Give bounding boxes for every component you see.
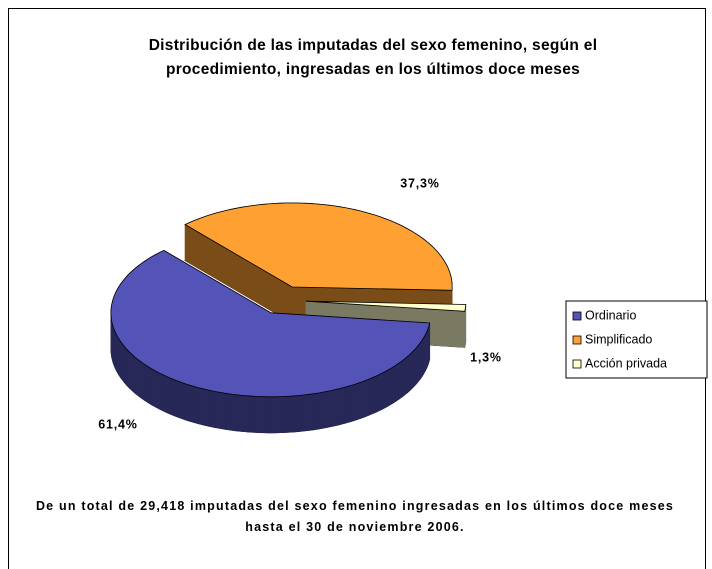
legend-swatch	[573, 312, 581, 320]
slice-side	[363, 380, 367, 418]
slice-side	[313, 393, 318, 430]
legend-swatch	[573, 360, 581, 368]
slice-side	[405, 356, 408, 394]
chart-note: De un total de 29,418 imputadas del sexo…	[30, 496, 680, 538]
slice-side	[129, 352, 132, 391]
slice-side	[372, 376, 376, 414]
slice-side	[127, 349, 129, 388]
slice-side	[302, 395, 307, 432]
slice-side	[163, 375, 167, 413]
slice-side	[384, 370, 388, 408]
slice-side	[297, 395, 302, 432]
slice-side	[180, 382, 185, 420]
slice-side	[344, 386, 349, 423]
slice-side	[220, 392, 225, 429]
slice-side	[319, 392, 324, 429]
slice-side	[167, 377, 171, 415]
slice-side	[200, 388, 205, 425]
slice-side	[329, 390, 334, 427]
data-label: 1,3%	[470, 350, 502, 364]
slice-side	[334, 389, 339, 426]
slice-side	[264, 397, 270, 433]
legend-label: Acción privada	[585, 356, 667, 370]
slice-side	[359, 381, 364, 419]
slice-side	[135, 357, 138, 395]
slice-side	[171, 379, 175, 417]
data-label: 37,3%	[400, 176, 439, 190]
slice-side	[402, 358, 405, 396]
slice-side	[258, 397, 264, 433]
slice-side	[159, 373, 163, 411]
slice-side	[190, 385, 195, 422]
slice-side	[124, 347, 126, 386]
slice-side	[185, 223, 189, 261]
slice-side	[399, 361, 402, 399]
slice-side	[388, 368, 392, 406]
legend-label: Simplificado	[585, 332, 652, 346]
slice-side	[176, 380, 181, 418]
slice-side	[339, 387, 344, 424]
slice-side	[291, 396, 297, 432]
slice-side	[275, 397, 281, 433]
slice-side	[210, 390, 215, 427]
slice-side	[155, 371, 159, 409]
slice-side	[324, 391, 329, 428]
slice-side	[215, 391, 220, 428]
slice-side	[349, 385, 354, 422]
slice-side	[185, 384, 190, 422]
slice-side	[411, 351, 414, 390]
slice-side	[205, 389, 210, 426]
slice-side	[144, 364, 147, 402]
slice-side	[286, 396, 292, 432]
slice-side	[138, 359, 141, 397]
slice-side	[396, 363, 399, 401]
slice-side	[269, 397, 275, 433]
slice-side	[416, 345, 418, 384]
slice-side	[354, 383, 359, 421]
slice-side	[280, 396, 286, 432]
slice-side	[151, 369, 155, 407]
slice-side	[148, 366, 152, 404]
data-label: 61,4%	[98, 417, 137, 431]
legend-label: Ordinario	[585, 308, 636, 322]
slice-side	[225, 393, 230, 430]
chart-title: Distribución de las imputadas del sexo f…	[108, 34, 638, 82]
slice-side	[132, 354, 135, 393]
slice-side	[122, 344, 124, 383]
slice-side	[414, 348, 416, 387]
slice-side	[368, 378, 372, 416]
slice-side	[141, 362, 144, 400]
slice-side	[195, 387, 200, 424]
slice-side	[242, 395, 247, 431]
slice-side	[236, 395, 241, 432]
slice-side	[253, 396, 259, 432]
slice-side	[308, 394, 313, 431]
slice-side	[247, 396, 253, 432]
slice-side	[408, 353, 411, 392]
slice-side	[380, 372, 384, 410]
slice-side	[376, 374, 380, 412]
slice-side	[231, 394, 236, 431]
slice-side	[392, 365, 396, 403]
legend-swatch	[573, 336, 581, 344]
slice-side	[418, 343, 420, 382]
